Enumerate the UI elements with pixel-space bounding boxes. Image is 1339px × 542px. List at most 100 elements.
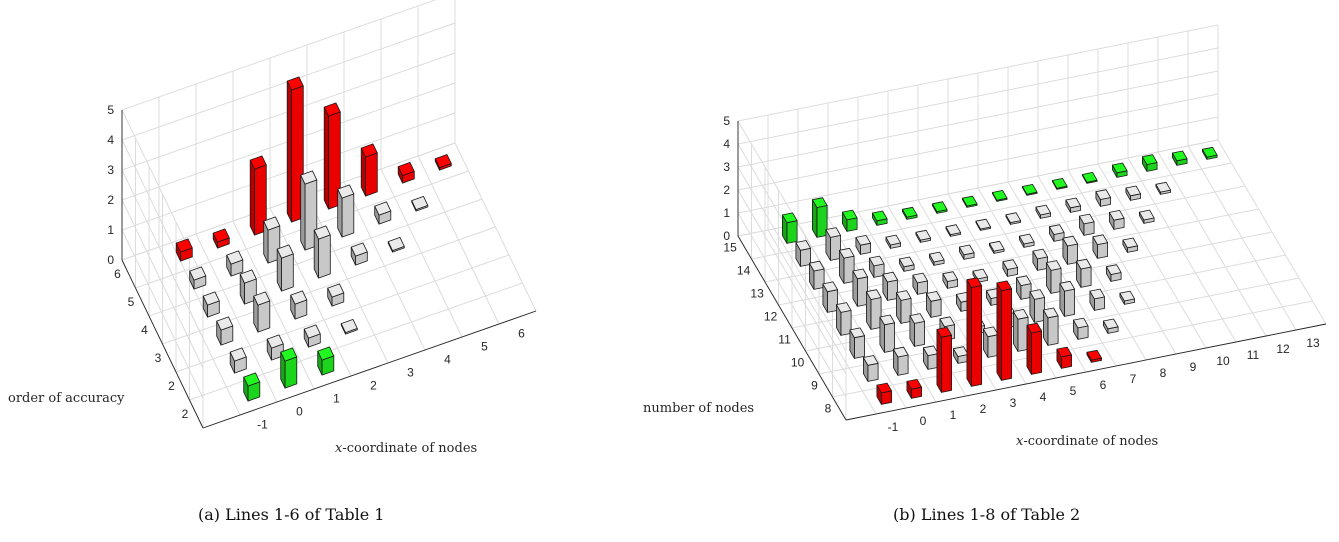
chart-b-bar	[929, 251, 945, 266]
chart-b-x-tick: 2	[980, 402, 987, 416]
chart-b-x-tick: 4	[1040, 390, 1047, 404]
chart-b-z-tick: 2	[723, 183, 730, 197]
chart-b-bar	[1002, 259, 1018, 277]
chart-b-x-tick: 13	[1306, 336, 1320, 350]
chart-b-x-tick: 5	[1070, 384, 1077, 398]
chart-a-bar	[229, 347, 247, 374]
chart-b-x-tick: 6	[1100, 378, 1107, 392]
chart-b-bar	[872, 210, 888, 226]
chart-b-bar	[915, 229, 931, 243]
chart-a-z-tick: 1	[107, 223, 114, 237]
chart-b-bar	[959, 244, 975, 260]
chart-b-bar	[1112, 162, 1128, 178]
chart-b-z-tick: 5	[723, 114, 730, 128]
chart-a-bar	[337, 184, 355, 238]
chart-b-bar	[1035, 204, 1051, 219]
chart-b-y-tick: 13	[750, 287, 764, 301]
chart-a-z-tick: 0	[107, 253, 114, 267]
chart-b-bar	[1065, 197, 1081, 213]
chart-a-bar	[202, 291, 220, 318]
chart-b-bar	[849, 327, 865, 359]
chart-b-bar	[1202, 146, 1218, 160]
chart-b-bar	[825, 227, 841, 261]
chart-b-bar	[1005, 212, 1021, 225]
chart-a-axes	[121, 110, 537, 429]
chart-b-bar	[989, 240, 1005, 254]
chart-a-bar	[360, 143, 378, 197]
chart-a-caption: (a) Lines 1-6 of Table 1	[198, 505, 384, 524]
chart-b-bar	[1082, 172, 1098, 184]
chart-b-bar	[966, 277, 982, 387]
chart-b-bar	[1013, 309, 1029, 352]
chart-a-bar	[374, 201, 392, 225]
chart-a-x-tick: 3	[407, 366, 414, 380]
chart-b-bar	[962, 195, 978, 208]
chart-a-bar	[340, 319, 358, 335]
chart-a-bar	[411, 196, 429, 212]
chart-b-bar	[936, 327, 952, 393]
chart-a-bar	[226, 250, 244, 277]
chart-a-y-tick: 4	[141, 323, 148, 337]
chart-a-bar	[253, 291, 271, 333]
chart-b-bar	[896, 290, 912, 324]
chart-a-bar	[434, 154, 452, 171]
chart-b-bar	[1155, 181, 1171, 195]
chart-b-bar	[839, 247, 855, 284]
chart-b-bar	[1016, 275, 1032, 300]
chart-a-bar	[189, 266, 207, 290]
chart-b-bar	[906, 379, 922, 399]
chart-b-bar	[996, 280, 1012, 381]
chart-b-bar	[902, 206, 918, 220]
chart-b-y-tick: 12	[764, 310, 778, 324]
chart-b-bar	[879, 314, 895, 353]
chart-b-y-tick: 8	[825, 402, 832, 416]
chart-b-bar	[1032, 248, 1048, 271]
chart-b-x-tick: 0	[920, 414, 927, 428]
chart-b-bar	[942, 271, 958, 289]
chart-a-bar	[280, 347, 298, 389]
chart-b-bar	[912, 272, 928, 295]
chart-a-ylabel: order of accuracy	[8, 391, 125, 406]
chart-a-z-tick: 5	[107, 103, 114, 117]
chart-b-bar	[1046, 260, 1062, 294]
chart-b-bar	[876, 382, 892, 405]
chart-b-bar	[909, 313, 925, 347]
chart-b-bar	[1052, 178, 1068, 190]
chart-b-x-tick: 10	[1216, 354, 1230, 368]
chart-a-bar	[350, 242, 368, 266]
chart-b-x-tick: 1	[950, 408, 957, 422]
chart-b-bar	[1139, 209, 1155, 224]
chart-b-bar	[1022, 184, 1038, 196]
chart-b-bar	[1106, 264, 1122, 282]
chart-b-bar	[809, 260, 825, 290]
chart-a-bar	[397, 162, 415, 184]
chart-b-bar	[945, 224, 961, 237]
chart-b-bar	[899, 256, 915, 272]
chart-b-y-tick: 15	[723, 241, 737, 255]
chart-b-bar	[893, 346, 909, 376]
chart-b-bar	[1079, 213, 1095, 236]
chart-a-xlabel: x-coordinate of nodes	[335, 441, 477, 456]
chart-b-x-tick: 12	[1276, 342, 1290, 356]
chart-a-x-tick: 1	[333, 392, 340, 406]
chart-b-bar	[842, 209, 858, 232]
chart-b-z-tick: 4	[723, 137, 730, 151]
chart-b-bar	[855, 235, 871, 255]
chart-a-z-tick: 3	[107, 163, 114, 177]
chart-b-y-tick: 9	[811, 379, 818, 393]
chart-b-x-tick: 8	[1160, 366, 1167, 380]
chart-b-x-tick: 3	[1010, 396, 1017, 410]
chart-a-bar	[387, 237, 405, 253]
chart-b-bar	[1019, 233, 1035, 248]
chart-a-bar	[249, 155, 267, 236]
chart-b-bar	[863, 355, 879, 382]
chart-b-bar	[1109, 210, 1125, 230]
chart-b-y-tick: 10	[791, 356, 805, 370]
chart-a-x-tick: 4	[444, 353, 451, 367]
chart-b-bar	[1092, 234, 1108, 259]
chart-b-bar	[795, 240, 811, 267]
chart-b-x-tick: 11	[1247, 348, 1260, 362]
chart-b-bar	[975, 218, 991, 231]
